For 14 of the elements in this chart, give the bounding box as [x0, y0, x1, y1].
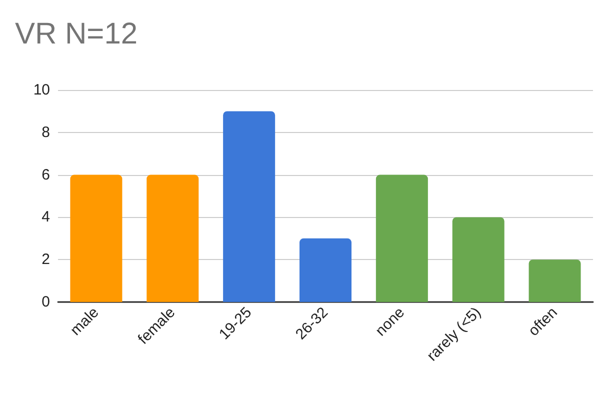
bar	[146, 174, 199, 302]
y-tick-label: 4	[42, 208, 50, 226]
y-tick-label: 0	[42, 294, 50, 310]
bar	[528, 260, 581, 302]
chart-title: VR N=12	[15, 18, 138, 50]
bar	[223, 111, 276, 302]
y-tick-label: 10	[33, 82, 50, 98]
y-tick-label: 8	[42, 124, 50, 141]
y-tick-label: 6	[42, 166, 50, 184]
bar	[70, 174, 122, 302]
bar	[300, 238, 352, 302]
y-tick-label: 2	[42, 251, 50, 268]
bar	[376, 174, 428, 302]
bar	[452, 217, 504, 302]
